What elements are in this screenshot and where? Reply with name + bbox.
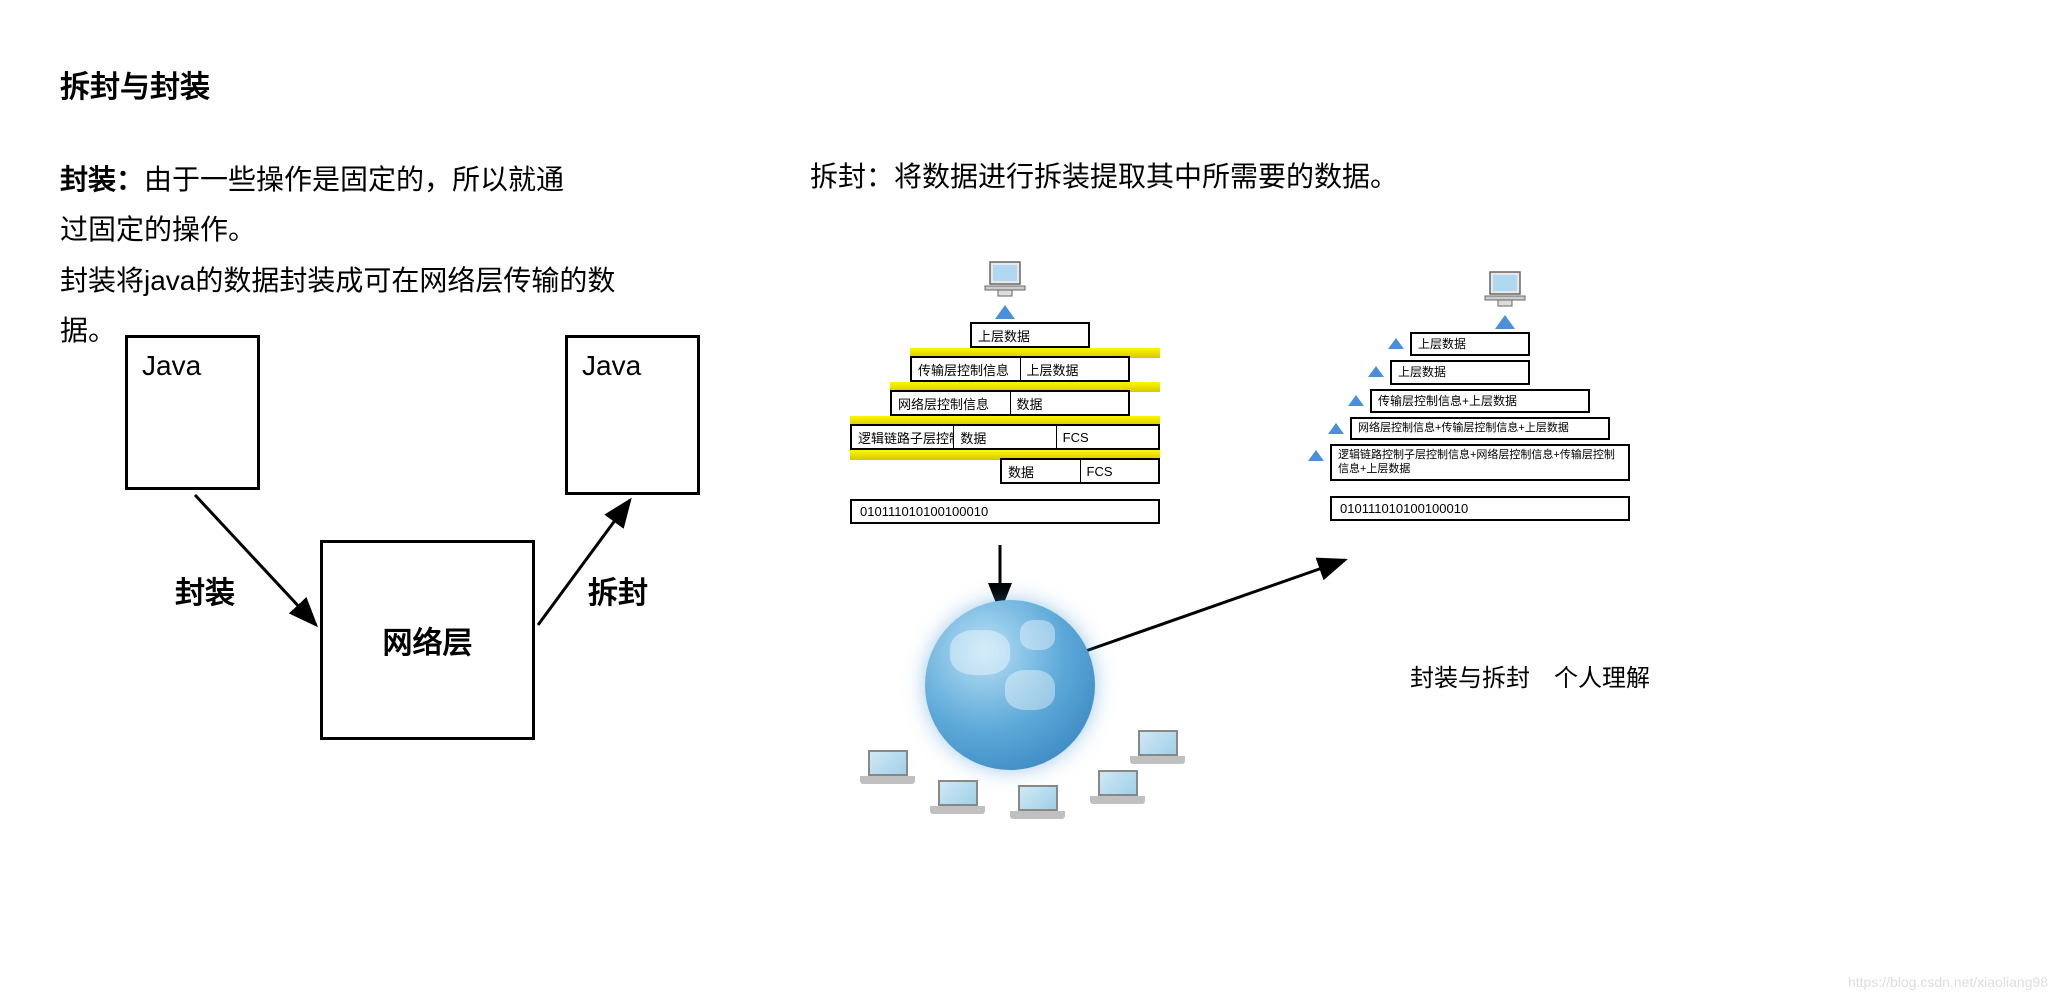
- encap-bold-label: 封装：: [60, 164, 144, 195]
- binary-data-2: 010111010100100010: [1330, 496, 1630, 521]
- globe-icon: [925, 600, 1095, 770]
- decap-arrow-label: 拆封: [588, 568, 648, 612]
- up-arrow-icon: [1388, 338, 1404, 349]
- globe-network: [850, 580, 1170, 820]
- computer-icon: [1480, 270, 1530, 310]
- encapsulation-stack: 上层数据传输层控制信息上层数据网络层控制信息数据逻辑链路子层控制信息数据FCS数…: [850, 260, 1160, 524]
- stack-row: 上层数据: [1410, 332, 1530, 356]
- up-arrow-icon: [1368, 366, 1384, 377]
- up-arrow-icon: [995, 305, 1015, 319]
- stack-row: 传输层控制信息上层数据: [910, 356, 1130, 382]
- network-layer-box: 网络层: [320, 540, 535, 740]
- up-arrow-icon: [1328, 423, 1344, 434]
- laptop-icon: [1090, 770, 1145, 808]
- stack-row: 上层数据: [1390, 360, 1530, 384]
- stack-row: 逻辑链路控制子层控制信息+网络层控制信息+传输层控制信息+上层数据: [1330, 444, 1630, 480]
- encap-line2: 过固定的操作。: [60, 205, 640, 255]
- stack-cell: 逻辑链路子层控制信息: [852, 426, 954, 449]
- binary-data-1: 010111010100100010: [850, 499, 1160, 524]
- watermark: https://blog.csdn.net/xiaoliang98: [1848, 974, 2048, 990]
- stack-row: 网络层控制信息数据: [890, 390, 1130, 416]
- laptop-icon: [860, 750, 915, 788]
- encap-arrow-label: 封装: [175, 568, 235, 612]
- stack-cell: 数据: [1002, 460, 1081, 483]
- stack-cell: FCS: [1081, 462, 1159, 481]
- laptop-icon: [930, 780, 985, 818]
- java-box-1: Java: [125, 335, 260, 490]
- laptop-icon: [1010, 785, 1065, 823]
- diagram-caption: 封装与拆封 个人理解: [1410, 658, 1650, 693]
- stack-row: 网络层控制信息+传输层控制信息+上层数据: [1350, 417, 1610, 440]
- decapsulation-stack: 上层数据上层数据传输层控制信息+上层数据网络层控制信息+传输层控制信息+上层数据…: [1330, 270, 1680, 521]
- stack-row: 传输层控制信息+上层数据: [1370, 389, 1590, 413]
- encap-line1: 由于一些操作是固定的，所以就通: [144, 164, 564, 195]
- stack-row: 上层数据: [970, 322, 1090, 348]
- stack-cell: 网络层控制信息: [892, 392, 1011, 415]
- encapsulation-description: 封装：由于一些操作是固定的，所以就通 过固定的操作。 封装将java的数据封装成…: [60, 155, 640, 357]
- stack-cell: 上层数据: [972, 324, 1088, 347]
- stack-row: 逻辑链路子层控制信息数据FCS: [850, 424, 1160, 450]
- java-box-2: Java: [565, 335, 700, 495]
- stack-cell: 数据: [954, 426, 1056, 449]
- stack-cell: FCS: [1057, 428, 1158, 447]
- page-title: 拆封与封装: [60, 62, 210, 106]
- computer-icon: [980, 260, 1030, 300]
- decapsulation-description: 拆封：将数据进行拆装提取其中所需要的数据。: [810, 155, 1398, 195]
- laptop-icon: [1130, 730, 1185, 768]
- stack-cell: 传输层控制信息: [912, 358, 1021, 381]
- up-arrow-icon: [1348, 395, 1364, 406]
- stack-cell: 上层数据: [1021, 358, 1129, 381]
- stack-row: 数据FCS: [1000, 458, 1160, 484]
- up-arrow-icon: [1495, 315, 1515, 329]
- stack-cell: 数据: [1011, 392, 1129, 415]
- up-arrow-icon: [1308, 450, 1324, 461]
